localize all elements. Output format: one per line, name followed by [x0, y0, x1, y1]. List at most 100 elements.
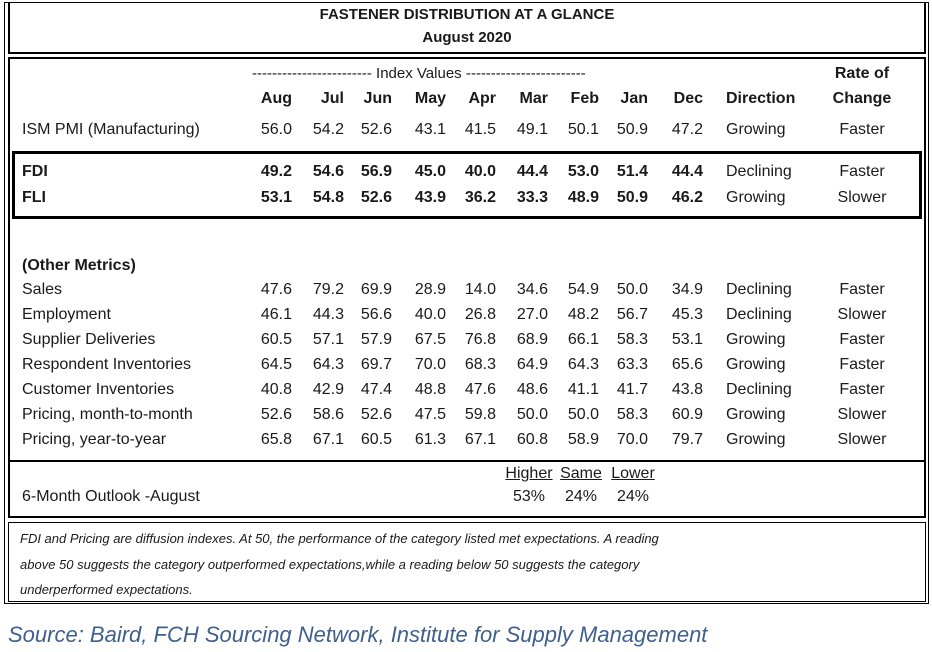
row-fli-value: 43.9 — [414, 189, 446, 206]
row-fli-value: 33.3 — [516, 189, 548, 206]
footnote-line-2: above 50 suggests the category outperfor… — [20, 557, 640, 572]
row-pricing-month-to-month-value: 58.3 — [616, 406, 648, 423]
row-supplier-deliveries-value: 68.9 — [516, 331, 548, 348]
row-respondent-inventories-direction: Growing — [726, 356, 786, 373]
row-customer-inventories-value: 47.4 — [360, 381, 392, 398]
row-pricing-month-to-month-value: 52.6 — [260, 406, 292, 423]
outlook-same-value: 24% — [564, 488, 598, 505]
row-supplier-deliveries-value: 66.1 — [567, 331, 599, 348]
row-respondent-inventories-rate: Faster — [839, 356, 885, 373]
row-fdi-value: 51.4 — [616, 163, 648, 180]
row-ism-pmi-value: 43.1 — [414, 121, 446, 138]
row-respondent-inventories-value: 65.6 — [671, 356, 703, 373]
footnote-box — [8, 522, 926, 602]
row-fdi-value: 45.0 — [414, 163, 446, 180]
row-employment-value: 56.7 — [616, 306, 648, 323]
row-supplier-deliveries-rate: Faster — [839, 331, 885, 348]
row-customer-inventories-value: 43.8 — [671, 381, 703, 398]
row-employment-direction: Declining — [726, 306, 792, 323]
row-sales-value: 54.9 — [567, 281, 599, 298]
row-customer-inventories-value: 48.8 — [414, 381, 446, 398]
row-fdi-value: 54.6 — [312, 163, 344, 180]
column-header-dec: Dec — [673, 90, 703, 107]
row-customer-inventories-value: 41.1 — [567, 381, 599, 398]
row-pricing-year-to-year-value: 79.7 — [671, 431, 703, 448]
row-fli-value: 48.9 — [567, 189, 599, 206]
row-respondent-inventories-value: 63.3 — [616, 356, 648, 373]
row-pricing-year-to-year-value: 58.9 — [567, 431, 599, 448]
source-citation: Source: Baird, FCH Sourcing Network, Ins… — [8, 622, 708, 647]
row-sales-value: 47.6 — [260, 281, 292, 298]
highlight-box — [12, 151, 922, 219]
main-table — [8, 57, 926, 462]
column-header-jul: Jul — [320, 90, 344, 107]
row-customer-inventories-value: 42.9 — [312, 381, 344, 398]
row-pricing-year-to-year-value: 60.5 — [360, 431, 392, 448]
outlook-box — [8, 462, 926, 518]
row-sales-value: 34.6 — [516, 281, 548, 298]
footnote-line-1: FDI and Pricing are diffusion indexes. A… — [20, 531, 659, 546]
row-fli-value: 53.1 — [260, 189, 292, 206]
row-pricing-month-to-month-value: 47.5 — [414, 406, 446, 423]
row-ism-pmi-value: 49.1 — [516, 121, 548, 138]
row-sales-value: 14.0 — [464, 281, 496, 298]
row-ism-pmi-value: 50.9 — [616, 121, 648, 138]
row-supplier-deliveries-value: 67.5 — [414, 331, 446, 348]
row-employment-value: 46.1 — [260, 306, 292, 323]
row-fdi-value: 40.0 — [464, 163, 496, 180]
outlook-lower-header: Lower — [611, 465, 655, 482]
row-employment-value: 27.0 — [516, 306, 548, 323]
row-customer-inventories-value: 40.8 — [260, 381, 292, 398]
row-fdi-value: 49.2 — [260, 163, 292, 180]
index-values-label: ------------------------ Index Values --… — [252, 65, 586, 82]
column-header-jun: Jun — [363, 90, 392, 107]
column-header-apr: Apr — [468, 90, 496, 107]
row-ism-pmi-value: 41.5 — [464, 121, 496, 138]
outlook-same-header: Same — [560, 465, 602, 482]
row-pricing-month-to-month-value: 60.9 — [671, 406, 703, 423]
row-sales-value: 69.9 — [360, 281, 392, 298]
row-fli-value: 36.2 — [464, 189, 496, 206]
row-employment-rate: Slower — [837, 306, 887, 323]
direction-header: Direction — [726, 90, 796, 107]
row-fli-value: 46.2 — [671, 189, 703, 206]
row-employment-value: 40.0 — [414, 306, 446, 323]
row-ism-pmi-value: 52.6 — [360, 121, 392, 138]
row-customer-inventories-direction: Declining — [726, 381, 792, 398]
row-respondent-inventories-value: 68.3 — [464, 356, 496, 373]
column-header-mar: Mar — [519, 90, 548, 107]
row-fli-value: 52.6 — [360, 189, 392, 206]
row-fdi-value: 44.4 — [516, 163, 548, 180]
column-header-aug: Aug — [260, 90, 292, 107]
row-supplier-deliveries-value: 58.3 — [616, 331, 648, 348]
row-customer-inventories-label: Customer Inventories — [22, 381, 175, 398]
row-supplier-deliveries-value: 53.1 — [671, 331, 703, 348]
row-pricing-year-to-year-value: 60.8 — [516, 431, 548, 448]
outlook-higher-header: Higher — [505, 465, 553, 482]
row-fdi-label: FDI — [22, 163, 48, 180]
row-fdi-direction: Declining — [726, 163, 792, 180]
row-pricing-month-to-month-rate: Slower — [837, 406, 887, 423]
page-title: FASTENER DISTRIBUTION AT A GLANCE — [319, 6, 615, 23]
row-fli-direction: Growing — [726, 189, 786, 206]
row-pricing-year-to-year-value: 65.8 — [260, 431, 292, 448]
row-sales-label: Sales — [22, 281, 63, 298]
row-pricing-month-to-month-label: Pricing, month-to-month — [22, 406, 193, 423]
row-supplier-deliveries-direction: Growing — [726, 331, 786, 348]
row-pricing-year-to-year-rate: Slower — [837, 431, 887, 448]
row-respondent-inventories-value: 64.5 — [260, 356, 292, 373]
row-respondent-inventories-value: 64.9 — [516, 356, 548, 373]
row-pricing-month-to-month-value: 59.8 — [464, 406, 496, 423]
row-fli-value: 50.9 — [616, 189, 648, 206]
row-employment-value: 45.3 — [671, 306, 703, 323]
outlook-label: 6-Month Outlook -August — [22, 488, 200, 505]
row-pricing-year-to-year-value: 61.3 — [414, 431, 446, 448]
row-respondent-inventories-value: 70.0 — [414, 356, 446, 373]
row-customer-inventories-rate: Faster — [839, 381, 885, 398]
row-ism-pmi-value: 47.2 — [671, 121, 703, 138]
row-ism-pmi-value: 54.2 — [312, 121, 344, 138]
row-pricing-month-to-month-direction: Growing — [726, 406, 786, 423]
row-pricing-year-to-year-value: 67.1 — [312, 431, 344, 448]
row-fli-label: FLI — [22, 189, 46, 206]
row-customer-inventories-value: 47.6 — [464, 381, 496, 398]
